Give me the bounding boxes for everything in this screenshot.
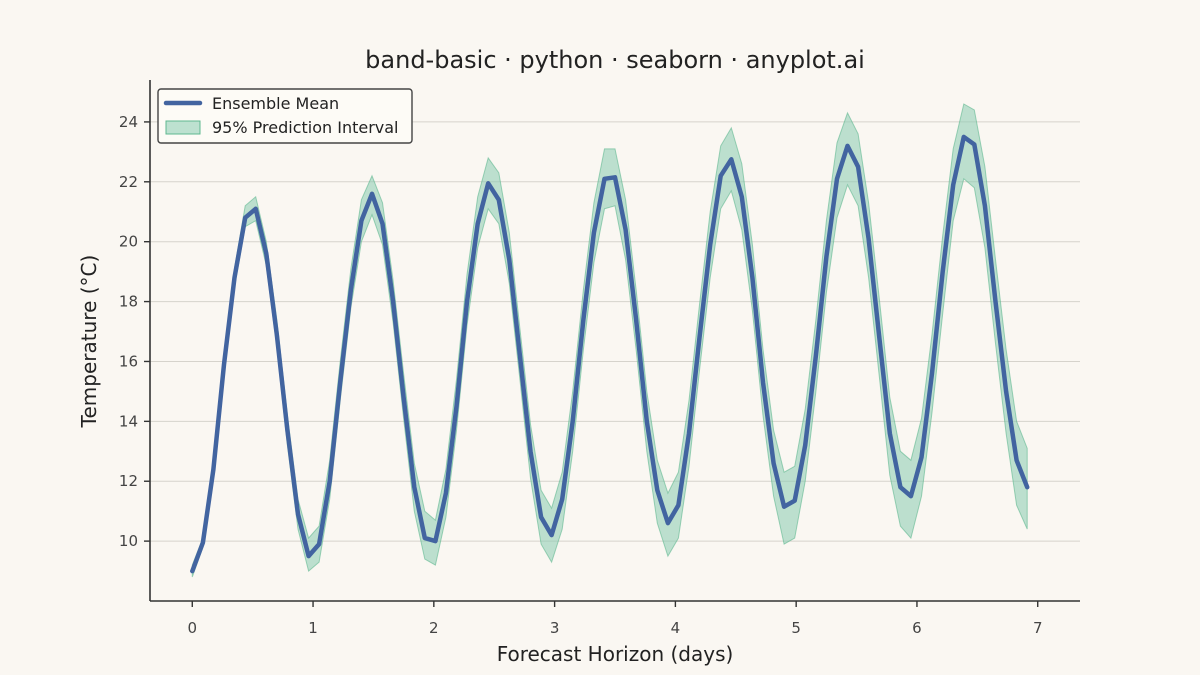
axes — [149, 80, 1080, 602]
x-ticks: 0 1 2 3 4 5 6 7 — [187, 601, 1043, 637]
y-tick-label: 10 — [119, 532, 138, 550]
x-tick-label: 3 — [550, 619, 560, 637]
mean-line-group — [190, 134, 1030, 574]
legend-mean-label: Ensemble Mean — [212, 94, 339, 113]
y-axis-label: Temperature (°C) — [77, 255, 101, 429]
legend: Ensemble Mean 95% Prediction Interval — [157, 88, 413, 144]
x-tick-label: 6 — [912, 619, 922, 637]
legend-frame — [157, 88, 413, 144]
chart-title: band-basic · python · seaborn · anyplot.… — [365, 46, 865, 74]
y-ticks: 10 12 14 16 18 20 22 24 — [119, 113, 150, 550]
legend-band-swatch — [165, 120, 201, 135]
x-axis-label: Forecast Horizon (days) — [497, 642, 734, 666]
x-tick-label: 2 — [429, 619, 439, 637]
x-tick-label: 7 — [1033, 619, 1043, 637]
legend-band-label: 95% Prediction Interval — [212, 118, 399, 137]
y-tick-label: 12 — [119, 472, 138, 490]
y-tick-label: 18 — [119, 293, 138, 311]
y-tick-label: 20 — [119, 233, 138, 251]
x-tick-label: 1 — [308, 619, 318, 637]
y-tick-label: 14 — [119, 412, 138, 430]
y-tick-label: 24 — [119, 113, 138, 131]
x-tick-label: 4 — [671, 619, 681, 637]
prediction-band — [191, 103, 1028, 578]
y-tick-label: 22 — [119, 173, 138, 191]
x-tick-label: 0 — [187, 619, 197, 637]
x-tick-label: 5 — [791, 619, 801, 637]
prediction-interval-area — [191, 103, 1028, 578]
ensemble-mean-line — [190, 134, 1030, 574]
y-tick-label: 16 — [119, 352, 138, 370]
